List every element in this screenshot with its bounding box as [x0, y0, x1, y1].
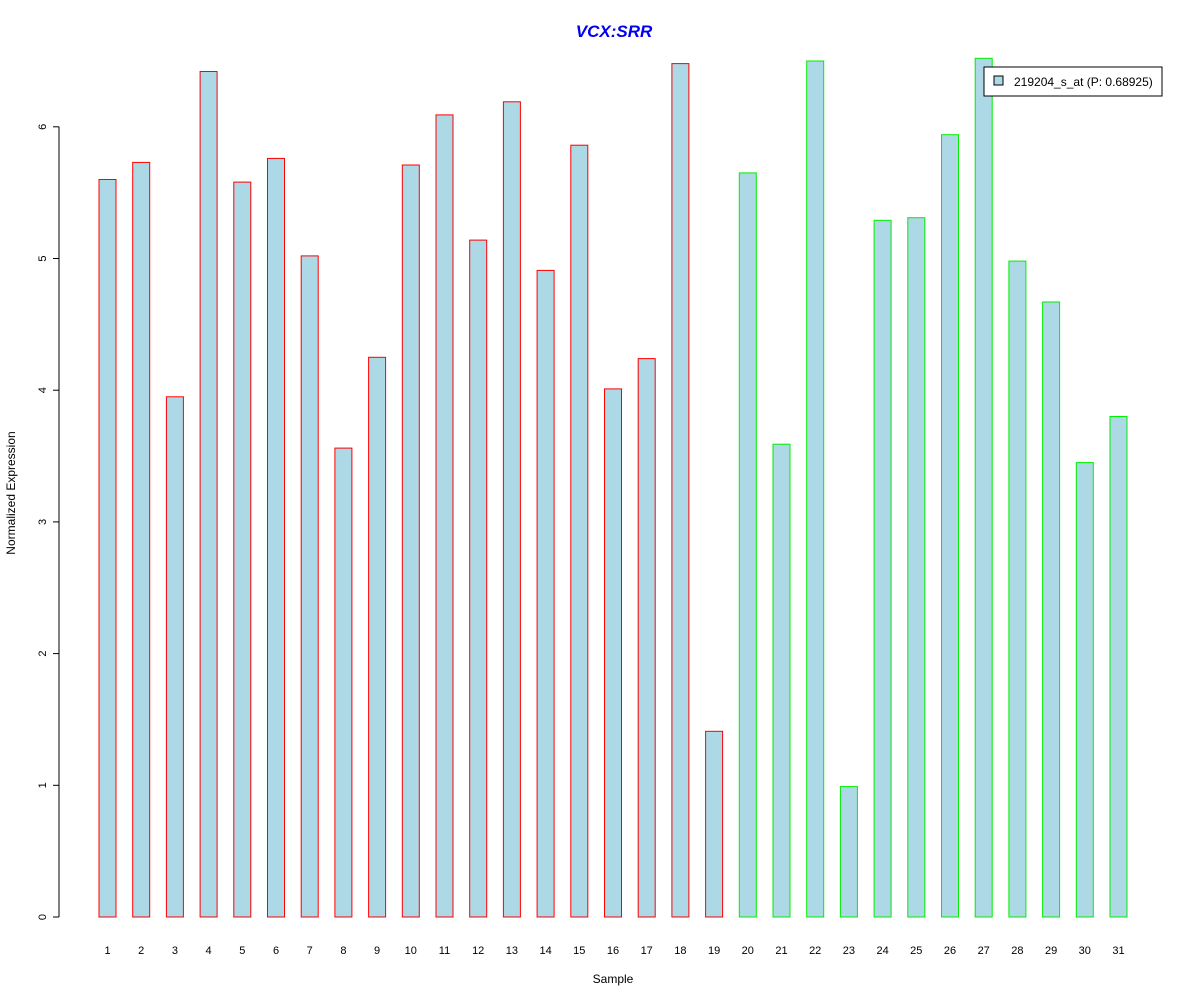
x-tick-label: 6: [273, 945, 279, 957]
x-tick-label: 2: [138, 945, 144, 957]
legend-swatch: [993, 75, 1004, 86]
bar-sample-1: [98, 179, 117, 918]
x-tick-label: 12: [472, 945, 484, 957]
y-tick-label: 2: [37, 651, 49, 657]
bar-sample-28: [1008, 260, 1027, 918]
x-tick-label: 19: [708, 945, 720, 957]
y-tick-label: 6: [37, 124, 49, 130]
legend-box: [983, 66, 1163, 97]
x-tick-label: 11: [439, 945, 450, 957]
bar-sample-30: [1075, 462, 1094, 918]
x-tick-label: 30: [1079, 945, 1091, 957]
bar-sample-16: [604, 388, 622, 918]
x-tick-label: 9: [374, 945, 380, 957]
bar-sample-31: [1109, 416, 1128, 918]
x-tick-label: 4: [206, 945, 212, 957]
x-tick-label: 21: [775, 945, 787, 957]
x-tick-label: 23: [843, 945, 855, 957]
bar-sample-21: [772, 443, 791, 918]
x-tick-label: 31: [1112, 945, 1124, 957]
bar-sample-23: [839, 786, 858, 918]
x-tick-label: 13: [506, 945, 518, 957]
y-axis: 0 1 2 3 4 5 6: [37, 124, 60, 920]
x-tick-label: 1: [104, 945, 110, 957]
bar-sample-11: [435, 114, 454, 918]
bar-sample-12: [469, 239, 488, 918]
legend: 219204_s_at (P: 0.68925): [983, 66, 1163, 97]
chart-title: VCX:SRR: [576, 22, 653, 41]
x-tick-label: 15: [573, 945, 585, 957]
bar-sample-19: [705, 730, 724, 918]
x-tick-label: 7: [307, 945, 313, 957]
x-tick-label: 17: [641, 945, 653, 957]
x-tick-label: 26: [944, 945, 956, 957]
x-tick-label: 3: [172, 945, 178, 957]
x-tick-label: 24: [876, 945, 888, 957]
bar-sample-26: [941, 134, 959, 918]
bar-sample-17: [637, 358, 656, 918]
x-tick-label: 20: [742, 945, 754, 957]
y-axis-label: Normalized Expression: [4, 431, 18, 554]
bar-sample-3: [165, 396, 184, 918]
x-tick-label: 18: [674, 945, 686, 957]
x-tick-label: 25: [910, 945, 922, 957]
bar-sample-29: [1042, 301, 1061, 918]
y-tick-label: 5: [37, 255, 49, 261]
bar-sample-20: [738, 172, 757, 918]
legend-label: 219204_s_at (P: 0.68925): [1014, 75, 1153, 89]
bar-sample-2: [132, 161, 151, 918]
bar-sample-8: [334, 447, 353, 918]
x-axis-label: Sample: [593, 972, 634, 986]
bar-sample-25: [907, 217, 926, 918]
bars-group: [98, 57, 1128, 918]
x-tick-label: 27: [978, 945, 990, 957]
x-tick-label: 22: [809, 945, 821, 957]
x-tick-label: 8: [340, 945, 346, 957]
bar-sample-24: [873, 219, 892, 918]
bar-sample-5: [233, 181, 252, 918]
y-tick-label: 3: [37, 519, 49, 525]
bar-sample-18: [671, 63, 690, 918]
bar-sample-13: [502, 101, 521, 918]
x-tick-label: 28: [1011, 945, 1023, 957]
bar-sample-6: [267, 157, 285, 918]
bar-sample-27: [974, 57, 993, 918]
bar-sample-15: [570, 144, 589, 918]
x-tick-label: 14: [539, 945, 551, 957]
x-tick-labels: 1 2 3 4 5 6 7 8 9 10 11 12 13 14 15 16 17 18 19 20 21 22 23 24 2…: [104, 945, 1124, 957]
y-tick-label: 4: [37, 387, 49, 393]
bar-sample-4: [199, 71, 218, 918]
bar-sample-14: [536, 269, 555, 918]
bar-sample-9: [368, 356, 387, 918]
bar-sample-22: [806, 60, 825, 918]
y-tick-label: 0: [37, 914, 49, 920]
x-tick-label: 29: [1045, 945, 1057, 957]
y-tick-label: 1: [37, 782, 49, 788]
x-tick-label: 10: [405, 945, 417, 957]
bar-sample-10: [401, 164, 420, 918]
bar-sample-7: [300, 255, 319, 918]
x-tick-label: 5: [239, 945, 245, 957]
x-tick-label: 16: [607, 945, 619, 957]
